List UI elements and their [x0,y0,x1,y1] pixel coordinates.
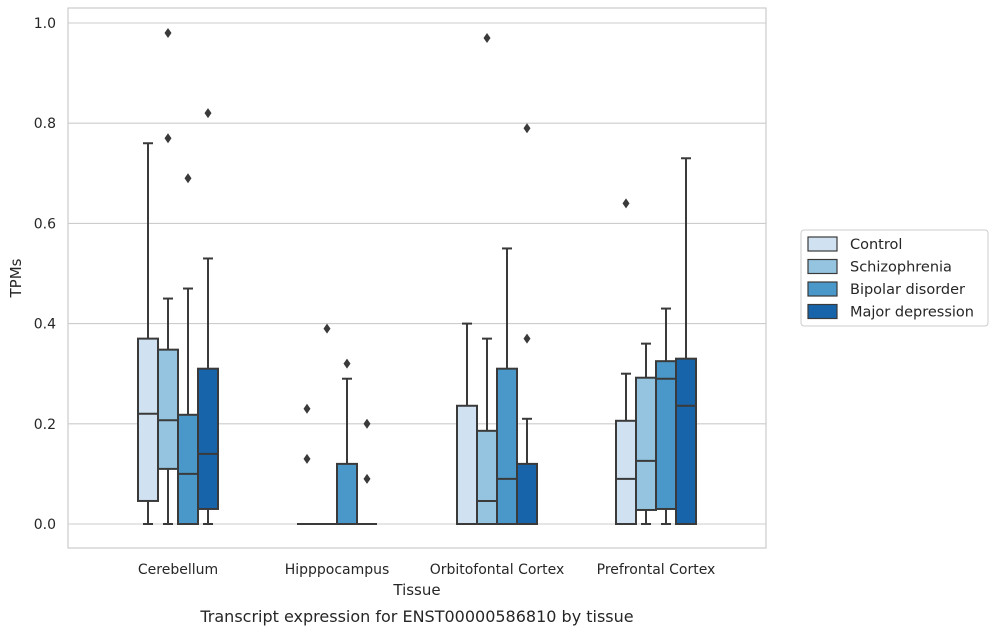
x-tick-label: Prefrontal Cortex [597,562,716,578]
outlier-point [164,133,172,144]
box-control [615,198,637,526]
box-major-depression [357,418,377,525]
box-body [197,367,219,510]
x-tick-label: Hipppocampus [285,562,390,578]
box-bipolar-disorder [336,358,358,526]
legend-swatch [807,303,838,320]
box-body [137,337,159,502]
box-schizophrenia [317,323,337,525]
legend-entry: Control [850,237,902,253]
x-axis-ticks: Cerebellum Hipppocampus Orbitofontal Corte… [138,562,715,578]
box-body [456,404,478,526]
box-body [496,367,518,525]
legend-frame [800,229,989,327]
box-body [655,360,677,510]
y-tick-label: 0.2 [34,417,56,433]
box-bipolar-disorder [177,173,199,526]
box-body [336,462,358,526]
box-control [456,322,478,526]
legend-entry: Bipolar disorder [850,282,965,298]
box-major-depression [675,157,697,526]
box-schizophrenia [476,33,498,525]
outlier-point [164,28,172,39]
x-tick-label: Orbitofontal Cortex [430,562,565,578]
outlier-point [303,453,311,464]
y-tick-label: 0.4 [34,317,56,333]
outlier-point [363,418,371,429]
box-control [137,142,159,525]
y-tick-label: 0.8 [34,116,56,132]
box-body [675,357,697,526]
y-tick-label: 1.0 [34,16,56,32]
box-schizophrenia [635,342,657,525]
x-axis-label: Tissue [392,581,440,599]
y-tick-label: 0.0 [34,517,56,533]
legend-swatch [807,281,838,297]
outlier-point [303,403,311,414]
outlier-point [523,123,531,134]
box-body [635,376,657,511]
legend-entry: Schizophrenia [850,260,952,276]
y-axis-ticks: 0.0 0.2 0.4 0.6 0.8 1.0 [34,16,56,533]
box-body [516,462,538,526]
outlier-point [622,198,630,209]
box-schizophrenia [157,28,179,525]
y-tick-label: 0.6 [34,216,56,232]
box-major-depression [516,123,538,526]
outlier-point [363,473,371,484]
box-body [177,413,199,526]
legend: Control Schizophrenia Bipolar disorder Majo… [800,229,989,327]
box-control [297,403,317,525]
boxes [137,28,697,526]
legend-swatch [807,258,838,275]
chart-caption: Transcript expression for ENST0000058681… [199,607,633,626]
box-body [476,429,498,525]
plot-frame [67,7,767,549]
outlier-point [343,358,351,369]
x-tick-label: Cerebellum [138,562,218,578]
box-bipolar-disorder [655,307,677,525]
outlier-point [483,33,491,44]
outlier-point [204,108,212,119]
box-major-depression [197,108,219,525]
box-bipolar-disorder [496,247,518,525]
box-body [157,348,179,470]
legend-swatch [807,236,838,252]
outlier-point [184,173,192,184]
outlier-point [523,333,531,344]
legend-entry: Major depression [850,305,974,321]
box-body [615,419,637,526]
y-axis-label: TPMs [7,258,25,298]
outlier-point [323,323,331,334]
